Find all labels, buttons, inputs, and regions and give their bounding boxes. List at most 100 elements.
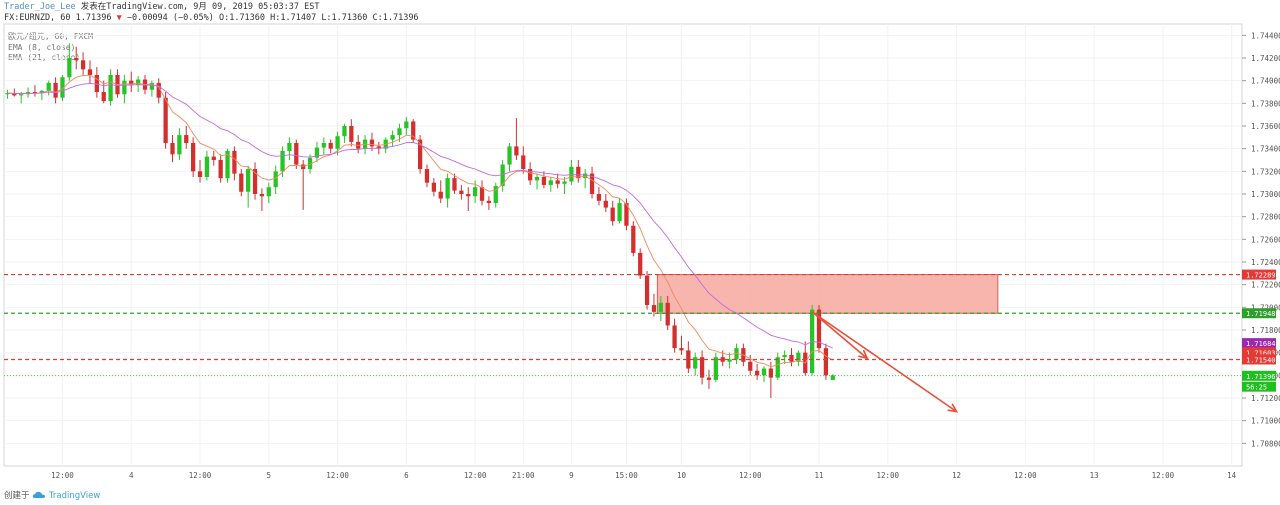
down-triangle-icon: ▼ [116, 13, 122, 23]
candle-body [665, 302, 670, 326]
candle-body [576, 166, 581, 179]
chart-grid [3, 23, 1243, 467]
x-tick-label: 12:00 [1152, 471, 1175, 480]
x-tick-label: 10 [677, 471, 687, 480]
ema-layer [7, 74, 834, 368]
tradingview-brand[interactable]: TradingView [48, 491, 101, 501]
candle-body [417, 139, 423, 170]
candle-body [46, 82, 51, 91]
ema-fast-line [7, 74, 834, 368]
candle-body [713, 357, 718, 380]
candle-body [218, 160, 223, 179]
candle-body [163, 97, 168, 143]
x-tick-label: 12:00 [464, 471, 487, 480]
candle-body [301, 164, 306, 170]
candle-body [644, 275, 650, 306]
candle-body [252, 169, 258, 194]
candle-body [12, 93, 17, 96]
candle-body [294, 143, 299, 165]
y-tick-label: 1.73600 [1251, 122, 1280, 131]
price-tag-label: 1.71603 [1246, 349, 1276, 357]
candle-body [445, 178, 450, 199]
candle-body [507, 146, 512, 165]
y-tick-label: 1.72200 [1251, 281, 1280, 290]
candle-body [411, 121, 416, 140]
candle-body [225, 150, 230, 179]
candle-body [101, 92, 106, 102]
y-tick-label: 1.71200 [1251, 394, 1280, 403]
x-tick-label: 12 [952, 471, 961, 480]
candle-body [67, 58, 72, 78]
publish-line: Trader_Joe_Lee 发表在TradingView.com, 9月 09… [4, 2, 419, 13]
candle-body [768, 368, 774, 378]
candle-body [122, 80, 127, 95]
candle-body [60, 77, 65, 98]
candle-body [672, 325, 677, 349]
candle-body [789, 354, 794, 362]
x-tick-label: 4 [129, 471, 134, 480]
candle-body [170, 143, 175, 155]
candle-body [459, 190, 464, 194]
candle-body [541, 177, 547, 185]
candle-body [638, 252, 643, 276]
x-tick-label: 15:00 [615, 471, 638, 480]
candle-body [761, 368, 767, 376]
x-tick-label: 6 [404, 471, 409, 480]
axes-layer: 1.74400 1.74200 1.74000 1.73800 1.73600 1.734… [51, 31, 1280, 480]
candle-body [80, 60, 86, 70]
candle-body [596, 194, 602, 201]
x-tick-label: 12:00 [189, 471, 212, 480]
candle-body [259, 194, 265, 197]
trend-arrow-line [811, 311, 868, 359]
y-tick-label: 1.73000 [1251, 190, 1280, 199]
candle-body [321, 143, 326, 148]
x-tick-label: 5 [267, 471, 272, 480]
y-tick-label: 1.73200 [1251, 167, 1280, 176]
candle-body [727, 359, 732, 362]
candle-body [548, 180, 553, 185]
candle-body [734, 348, 739, 360]
x-tick-label: 12:00 [877, 471, 900, 480]
candle-body [404, 121, 409, 129]
candle-body [816, 309, 822, 349]
candle-body [589, 173, 595, 194]
footer: 创建于 TradingView [4, 489, 100, 501]
candle-body [397, 128, 402, 136]
candle-body [5, 93, 10, 95]
price-tag [1242, 269, 1276, 280]
x-tick-label: 12:00 [1014, 471, 1037, 480]
candle-body [555, 180, 560, 184]
candle-body [830, 375, 835, 380]
candle-body [679, 348, 684, 351]
author-name[interactable]: Trader_Joe_Lee [4, 2, 76, 12]
horizontal-lines-layer [4, 273, 1242, 377]
candle-body [775, 357, 780, 378]
x-tick-label: 11 [815, 471, 824, 480]
candle-body [239, 173, 244, 192]
y-tick-label: 1.74400 [1251, 31, 1280, 40]
y-tick-label: 1.72600 [1251, 235, 1280, 244]
candle-body [191, 143, 196, 172]
y-tick-label: 1.72000 [1251, 303, 1280, 312]
candles-layer [5, 43, 835, 398]
price-change: −0.00094 (−0.05%) [126, 13, 214, 23]
candle-body [314, 147, 320, 158]
candle-body [369, 139, 375, 147]
y-tick-label: 1.70800 [1251, 439, 1280, 448]
resistance-zone [656, 274, 999, 314]
price-tag-label: 1.71540 [1246, 356, 1276, 364]
candle-body [335, 136, 340, 149]
candle-body [135, 79, 141, 86]
candle-body [651, 305, 657, 312]
symbol-line: FX:EURNZD, 60 1.71396 ▼ −0.00094 (−0.05%… [4, 13, 419, 24]
trend-arrow-line [811, 311, 958, 413]
candle-body [87, 69, 93, 75]
candle-body [266, 187, 271, 197]
candle-body [19, 94, 24, 96]
candle-body [782, 354, 787, 358]
price-tag [1242, 370, 1276, 381]
candle-body [232, 150, 237, 174]
candle-body [514, 146, 519, 156]
candle-body [349, 126, 354, 142]
